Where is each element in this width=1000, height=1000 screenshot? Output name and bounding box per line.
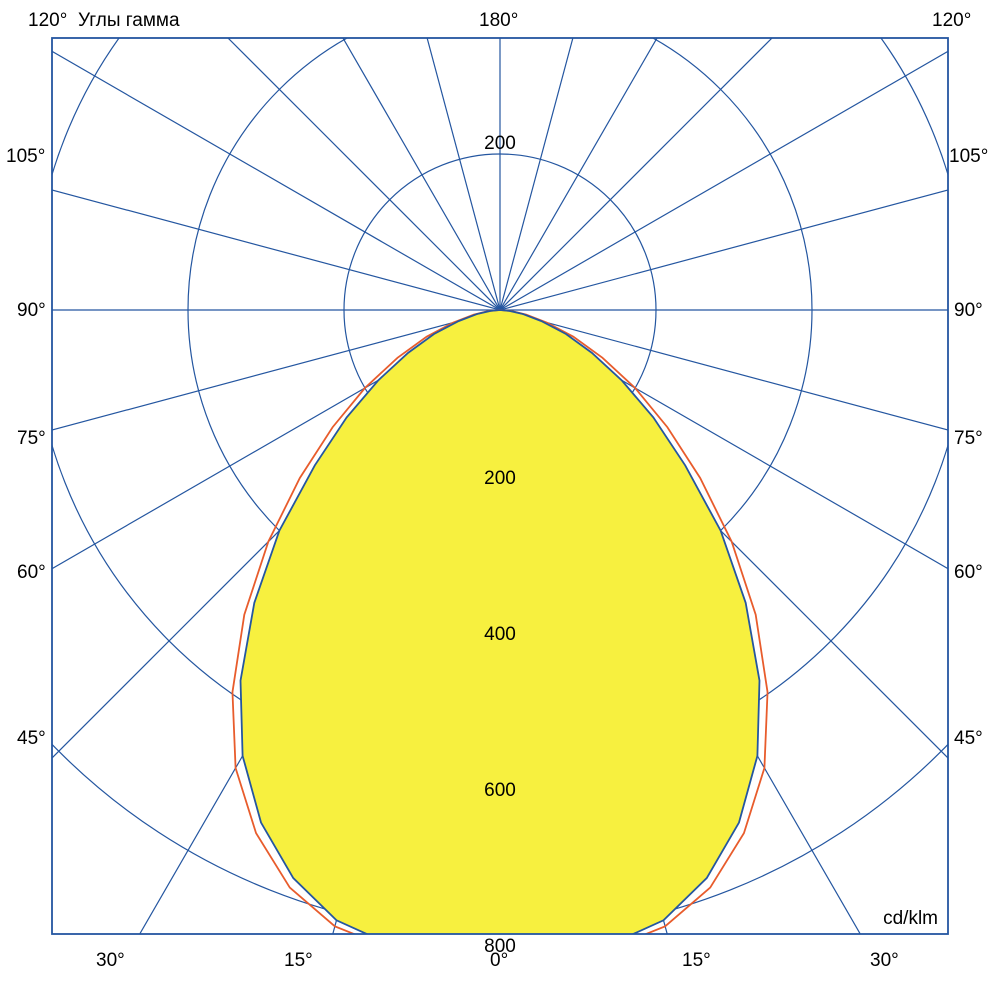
gamma-label: 75° <box>954 428 983 449</box>
ring-label: 200 <box>484 133 516 154</box>
gamma-label: 60° <box>17 562 46 583</box>
gamma-label: 15° <box>682 950 711 971</box>
gamma-label: 75° <box>17 428 46 449</box>
gamma-label: 105° <box>6 146 45 167</box>
photometric-polar-chart: 2002004006008001000120°105°90°75°60°45°3… <box>0 0 1000 1000</box>
gamma-label: 45° <box>954 728 983 749</box>
gamma-label: 90° <box>17 300 46 321</box>
gamma-label: 60° <box>954 562 983 583</box>
gamma-label: 120° <box>932 10 971 31</box>
gamma-label: 15° <box>284 950 313 971</box>
ring-label: 600 <box>484 780 516 801</box>
gamma-label: 120° <box>28 10 67 31</box>
gamma-label: 30° <box>96 950 125 971</box>
gamma-label: 90° <box>954 300 983 321</box>
gamma-label: 180° <box>479 10 518 31</box>
ring-label: 200 <box>484 468 516 489</box>
ring-label: 400 <box>484 624 516 645</box>
gamma-label: 45° <box>17 728 46 749</box>
chart-title: Углы гамма <box>78 10 180 31</box>
gamma-label: 105° <box>949 146 988 167</box>
gamma-label: 30° <box>870 950 899 971</box>
units-label: cd/klm <box>883 908 938 929</box>
gamma-label: 0° <box>490 950 508 971</box>
